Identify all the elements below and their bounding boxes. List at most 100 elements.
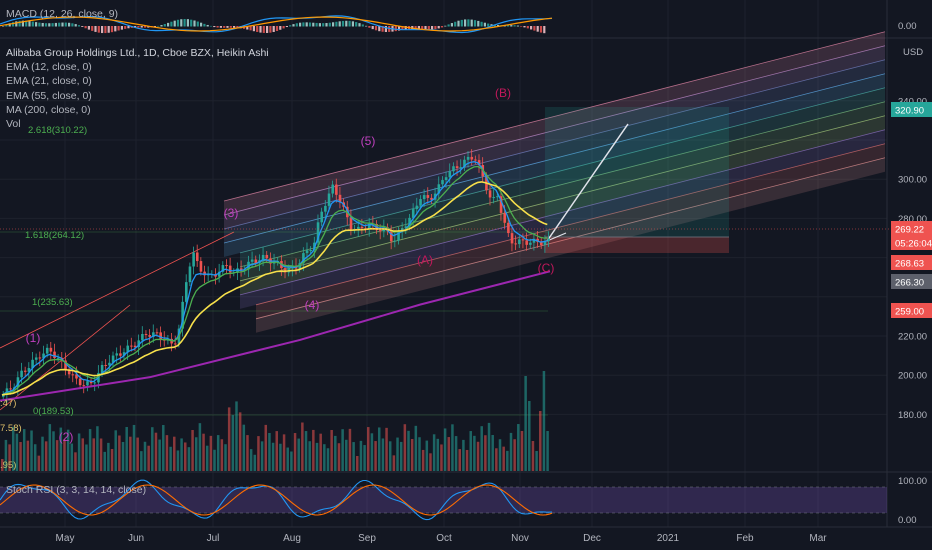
ema-21-line — [1, 165, 548, 396]
candle-body — [111, 355, 115, 363]
volume-bar — [506, 450, 509, 471]
projection-base — [546, 232, 567, 242]
volume-bar — [367, 427, 370, 471]
candle-body — [463, 159, 466, 168]
macd-histogram-bar — [190, 19, 193, 27]
macd-legend: MACD (12, 26, close, 9) — [6, 7, 118, 21]
indicator-ema21[interactable]: EMA (21, close, 0) — [6, 75, 92, 88]
price-axis-label: 180.00 — [898, 410, 927, 421]
volume-bar — [421, 449, 425, 471]
candle-body — [430, 197, 433, 200]
macd-histogram-bar — [328, 22, 331, 27]
volume-bar — [432, 434, 436, 471]
volume-bar — [440, 444, 443, 471]
candle-body — [309, 249, 313, 251]
candle-body — [389, 231, 393, 242]
volume-bar — [542, 371, 546, 471]
indicator-ema12[interactable]: EMA (12, close, 0) — [6, 61, 92, 74]
volume-bar — [334, 435, 337, 471]
volume-bar — [88, 429, 92, 471]
volume-bar — [1, 459, 4, 471]
channel-band — [224, 73, 885, 257]
macd-histogram-bar — [134, 26, 137, 28]
price-tag-label: 269.22 — [895, 225, 924, 236]
symbol-title: Alibaba Group Holdings Ltd., 1D, Cboe BZ… — [6, 47, 269, 59]
volume-bar — [436, 438, 440, 471]
macd-histogram-bar — [368, 26, 371, 28]
volume-bar — [323, 444, 326, 471]
candle-body — [397, 230, 400, 241]
candle-body — [23, 370, 27, 372]
macd-histogram-bar — [341, 20, 345, 27]
macd-histogram-bar — [183, 19, 186, 27]
candle-body — [415, 205, 419, 210]
volume-bar — [407, 430, 410, 471]
candle-body — [529, 242, 532, 245]
indicator-ema55[interactable]: EMA (55, close, 0) — [6, 89, 92, 102]
macd-histogram-bar — [510, 25, 513, 27]
volume-bar — [447, 437, 451, 471]
candle-body — [357, 226, 360, 229]
volume-bar — [19, 442, 22, 471]
macd-histogram-bar — [64, 22, 67, 27]
candle-body — [42, 353, 45, 359]
macd-histogram-bar — [464, 19, 467, 27]
volume-bar — [22, 429, 26, 471]
macd-histogram-bar — [325, 23, 328, 27]
volume-bar — [487, 422, 491, 471]
stoch-d-line — [0, 484, 553, 516]
indicator-volume[interactable]: Vol — [6, 118, 21, 131]
stoch-band — [0, 487, 887, 513]
macd-histogram-bar — [173, 20, 176, 27]
macd-histogram-bar — [5, 24, 8, 27]
time-axis-label: 2021 — [657, 533, 680, 544]
volume-bar — [308, 441, 311, 471]
volume-bar — [356, 455, 359, 471]
macd-histogram-bar — [209, 25, 213, 27]
macd-histogram-bar — [137, 26, 140, 28]
candle-body — [217, 271, 221, 277]
macd-histogram-bar — [374, 26, 378, 31]
volume-bar — [399, 441, 403, 471]
volume-bar — [345, 439, 348, 471]
macd-histogram-bar — [143, 26, 147, 28]
macd-histogram-bar — [269, 26, 272, 33]
fib-label-partial: .95) — [0, 460, 16, 471]
volume-bar — [359, 440, 363, 471]
price-tag — [891, 303, 932, 318]
macd-histogram-bar — [38, 22, 41, 27]
candle-body — [228, 265, 232, 273]
candle-body — [378, 230, 382, 232]
volume-bar — [297, 438, 300, 471]
volume-bar — [370, 433, 374, 471]
macd-histogram-bar — [487, 23, 490, 27]
macd-histogram-bar — [543, 26, 546, 34]
macd-histogram-bar — [305, 22, 308, 27]
macd-label: MACD (12, 26, close, 9) — [6, 8, 119, 20]
macd-histogram-bar — [11, 22, 15, 27]
candle-body — [335, 184, 338, 195]
channel-band — [256, 157, 885, 333]
volume-bar — [326, 448, 330, 471]
macd-histogram-bar — [114, 26, 117, 32]
macd-histogram-bar — [101, 26, 104, 34]
volume-bar — [473, 435, 476, 471]
indicator-ma200[interactable]: MA (200, close, 0) — [6, 103, 91, 116]
candle-body — [49, 347, 53, 352]
macd-histogram-bar — [259, 26, 262, 33]
macd-histogram-bar — [348, 20, 351, 27]
volume-bar — [268, 433, 271, 471]
wave-label: (3) — [224, 206, 239, 220]
macd-histogram-bar — [401, 26, 404, 31]
macd-histogram-bar — [355, 22, 358, 27]
candle-body — [360, 226, 364, 229]
volume-bar — [11, 426, 15, 471]
macd-histogram-bar — [381, 26, 384, 32]
channel-line — [239, 101, 886, 268]
channel-line — [223, 31, 886, 202]
channel-band — [224, 59, 885, 244]
candle-body — [510, 233, 514, 244]
macd-histogram-bar — [110, 26, 114, 33]
ma-200-line — [0, 270, 551, 402]
